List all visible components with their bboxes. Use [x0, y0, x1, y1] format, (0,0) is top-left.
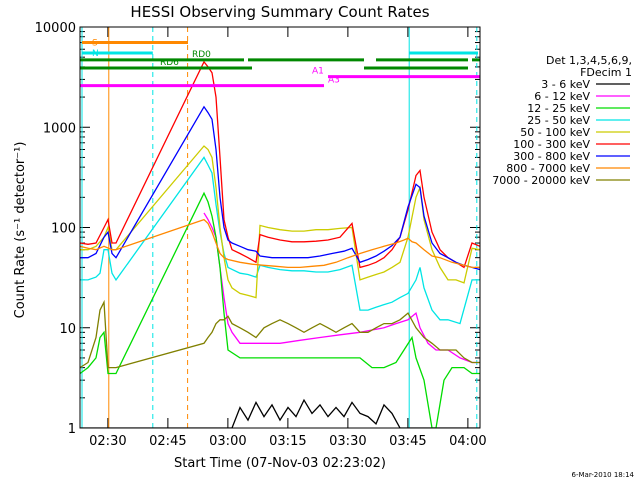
- legend-entry-label: 50 - 100 keV: [520, 126, 590, 139]
- legend-entry-label: 12 - 25 keV: [527, 102, 590, 115]
- plot-frame: [79, 26, 481, 429]
- x-tick-label: 02:30: [89, 434, 126, 449]
- annotation-label: N: [92, 49, 99, 59]
- series-line: [80, 398, 480, 428]
- y-tick-label: 100: [51, 222, 76, 237]
- x-tick-label: 03:30: [329, 434, 366, 449]
- series-line: [80, 60, 480, 269]
- annotation-label: S: [92, 39, 98, 49]
- x-axis-label: Start Time (07-Nov-03 02:23:02): [174, 456, 386, 471]
- chart-title: HESSI Observing Summary Count Rates: [130, 3, 429, 21]
- x-tick-label: 03:15: [269, 434, 306, 449]
- legend-entry-label: 300 - 800 keV: [513, 150, 590, 163]
- y-tick-label: 1000: [43, 121, 76, 136]
- series-line: [80, 156, 480, 325]
- legend-header: FDecim 1: [580, 66, 632, 79]
- legend-entry-label: 25 - 50 keV: [527, 114, 590, 127]
- annotation-label: A3: [328, 76, 340, 86]
- legend-header: Det 1,3,4,5,6,9,: [546, 54, 632, 67]
- series-line: [80, 145, 480, 299]
- plot-area: 1 10 100 1000 10000 02:30 02:45 03:00 03:15 03:30…: [35, 21, 487, 449]
- series-line: [80, 105, 480, 271]
- legend-entry-label: 3 - 6 keV: [541, 78, 590, 91]
- x-tick-label: 04:00: [449, 434, 486, 449]
- series-line: [80, 218, 480, 269]
- x-tick-label: 02:45: [149, 434, 186, 449]
- y-axis-label: Count Rate (s⁻¹ detector⁻¹): [13, 142, 28, 319]
- legend-entry-label: 6 - 12 keV: [534, 90, 590, 103]
- y-tick-label: 1: [68, 422, 76, 437]
- annotation-label: RD0: [192, 50, 211, 60]
- series-line: [80, 299, 480, 369]
- legend-entry-label: 800 - 7000 keV: [506, 162, 590, 175]
- legend-entry-label: 100 - 300 keV: [513, 138, 590, 151]
- annotation-label: A1: [312, 67, 324, 77]
- data-layer: SN RD0 RD6 A1 A3: [80, 27, 480, 428]
- y-tick-label: 10: [59, 322, 76, 337]
- x-tick-label: 03:45: [389, 434, 426, 449]
- series-line: [80, 191, 480, 428]
- legend-entry-label: 7000 - 20000 keV: [492, 174, 590, 187]
- y-tick-label: 10000: [35, 21, 76, 36]
- annotation-label: RD6: [160, 58, 179, 68]
- date-stamp: 6-Mar-2010 18:14: [572, 471, 635, 479]
- x-tick-label: 03:00: [209, 434, 246, 449]
